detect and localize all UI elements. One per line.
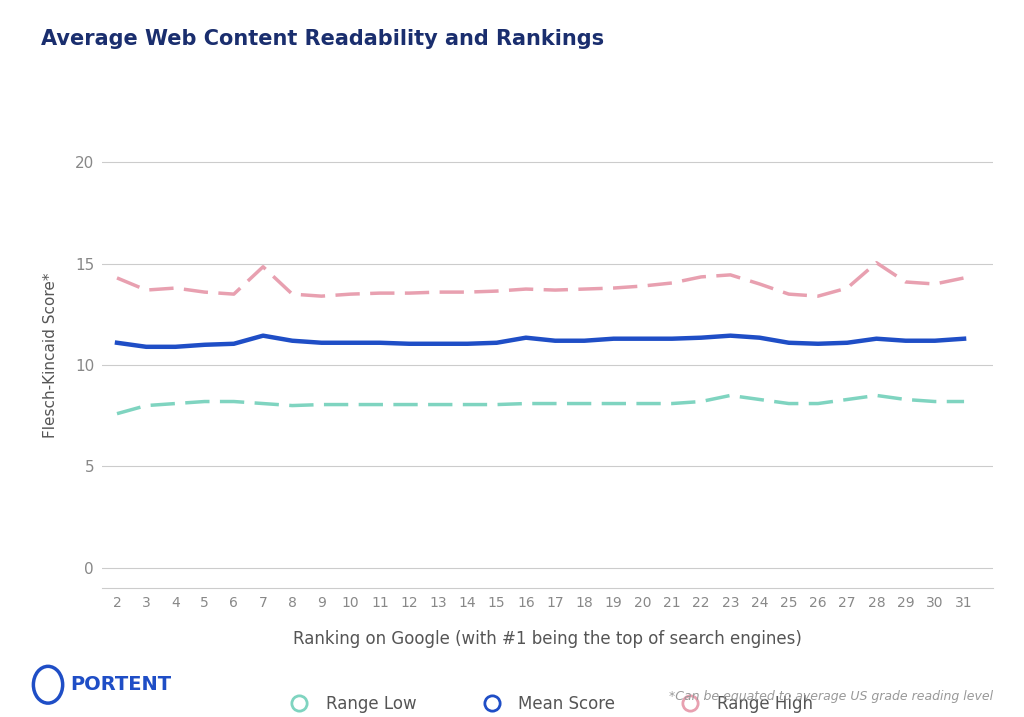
Text: *Can be equated to average US grade reading level: *Can be equated to average US grade read… bbox=[669, 690, 993, 703]
Legend: Range Low, Mean Score, Range High: Range Low, Mean Score, Range High bbox=[276, 688, 819, 717]
Y-axis label: Flesch-Kincaid Score*: Flesch-Kincaid Score* bbox=[43, 272, 58, 437]
Text: PORTENT: PORTENT bbox=[71, 675, 172, 694]
Text: Average Web Content Readability and Rankings: Average Web Content Readability and Rank… bbox=[41, 29, 604, 49]
X-axis label: Ranking on Google (with #1 being the top of search engines): Ranking on Google (with #1 being the top… bbox=[294, 630, 802, 647]
